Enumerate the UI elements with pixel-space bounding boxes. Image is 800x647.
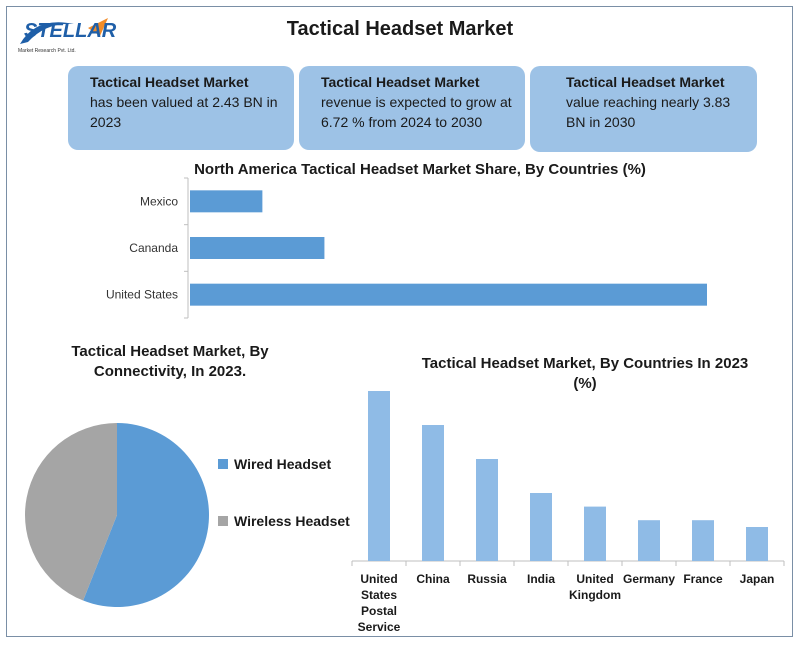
page-title: Tactical Headset Market xyxy=(286,18,514,40)
legend-swatch-blue xyxy=(218,459,228,469)
pie-chart-title: Tactical Headset Market, By Connectivity… xyxy=(71,343,269,380)
stat-card-body: has been valued at 2.43 BN in 2023 xyxy=(90,94,278,130)
stat-card-body: revenue is expected to grow at 6.72 % fr… xyxy=(321,94,512,130)
stat-card-growth: Tactical Headset Market revenue is expec… xyxy=(299,66,525,150)
legend-swatch-gray xyxy=(218,516,228,526)
stat-card-title: Tactical Headset Market xyxy=(566,74,725,90)
stat-card-title: Tactical Headset Market xyxy=(321,74,480,90)
legend-label: Wireless Headset xyxy=(234,513,350,529)
stellar-logo: STELLAR Market Research Pvt. Ltd. xyxy=(16,14,116,60)
logo-tagline: Market Research Pvt. Ltd. xyxy=(18,48,76,54)
logo-swoosh-icon xyxy=(20,18,108,44)
stat-card-forecast: Tactical Headset Market value reaching n… xyxy=(530,66,757,152)
legend-item-wired: Wired Headset xyxy=(218,456,331,472)
stat-card-title: Tactical Headset Market xyxy=(90,74,249,90)
hbar-chart-title: North America Tactical Headset Market Sh… xyxy=(194,161,646,178)
logo-name: STELLAR xyxy=(24,20,117,42)
legend-item-wireless: Wireless Headset xyxy=(218,513,350,529)
vbar-chart-title: Tactical Headset Market, By Countries In… xyxy=(421,355,749,392)
stat-card-valuation: Tactical Headset Market has been valued … xyxy=(68,66,294,150)
legend-label: Wired Headset xyxy=(234,456,332,472)
outer-frame xyxy=(6,6,793,637)
stat-card-body: value reaching nearly 3.83 BN in 2030 xyxy=(566,94,731,130)
